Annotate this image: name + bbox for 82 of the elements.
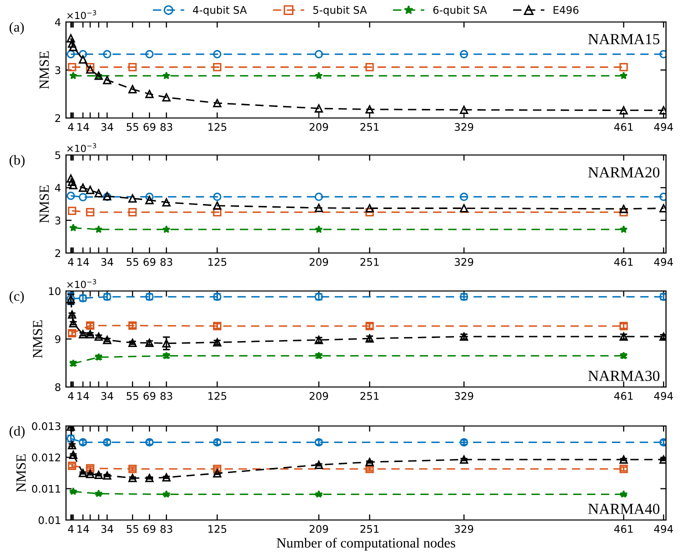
x-tick-label: 83 <box>160 123 172 131</box>
x-tick-label: 494 <box>654 258 673 266</box>
x-tick-label: 4 <box>68 258 74 266</box>
x-tick-label: 209 <box>310 258 328 266</box>
x-tick-label: 209 <box>310 525 328 533</box>
x-tick-label: 329 <box>454 525 474 533</box>
x-tick-label: 4 <box>68 525 74 533</box>
x-tick-label: 14 <box>77 258 89 266</box>
y-tick-label: 4 <box>55 18 61 26</box>
x-tick-label: 251 <box>360 392 379 400</box>
x-tick-label: 55 <box>126 258 138 266</box>
x-tick-label: 69 <box>144 123 156 131</box>
text: ×10$^{−3}$ <box>67 143 96 152</box>
x-axis-title: Number of computational nodes <box>276 538 456 550</box>
x-tick-label: 251 <box>360 123 379 131</box>
x-tick-label: 461 <box>614 392 633 400</box>
x-tick-label: 494 <box>654 123 673 131</box>
legend-label: E496 <box>554 6 578 14</box>
x-tick-label: 55 <box>126 123 138 131</box>
x-tick-label: 34 <box>101 525 114 533</box>
annotation: NARMA15 <box>588 34 660 44</box>
y-tick-label: 9 <box>55 335 60 344</box>
x-tick-label: 69 <box>144 392 156 400</box>
y-tick-label: 3 <box>55 216 60 224</box>
y-tick-label: 0.011 <box>32 484 60 493</box>
x-tick-label: 83 <box>160 392 172 400</box>
legend-label: 5-qubit SA <box>313 6 367 16</box>
y-tick-label: 5 <box>55 151 60 160</box>
x-tick-label: 461 <box>614 258 633 266</box>
x-tick-label: 34 <box>101 123 114 131</box>
y-axis-title: NMSE <box>40 185 49 223</box>
y-tick-label: 4 <box>55 184 61 192</box>
y-tick-label: 2 <box>55 114 60 122</box>
x-tick-label: 4 <box>68 123 74 131</box>
y-tick-label: 10 <box>49 287 60 296</box>
x-tick-label: 69 <box>144 258 156 266</box>
text: (a) <box>10 22 24 35</box>
x-tick-label: 125 <box>208 525 226 533</box>
x-tick-label: 69 <box>144 525 156 533</box>
y-tick-label: 3 <box>55 66 60 74</box>
annotation: NARMA30 <box>588 370 660 382</box>
text: (b) <box>10 155 25 168</box>
text: (c) <box>10 291 24 304</box>
y-axis-title: NMSE <box>40 51 49 89</box>
text: ×10$^{−3}$ <box>67 279 96 288</box>
y-tick-label: 2 <box>55 249 60 257</box>
x-tick-label: 251 <box>360 258 379 266</box>
x-tick-label: 329 <box>454 392 474 400</box>
legend-label: 6-qubit SA <box>433 6 487 16</box>
y-axis-title: NMSE <box>16 454 26 492</box>
text: ×10$^{−3}$ <box>67 10 96 20</box>
x-tick-label: 14 <box>77 392 89 400</box>
x-tick-label: 329 <box>454 123 474 131</box>
text: (d) <box>10 426 25 439</box>
x-tick-label: 34 <box>101 258 114 266</box>
annotation: NARMA20 <box>588 167 660 178</box>
y-tick-label: 0.01 <box>38 516 60 524</box>
x-tick-label: 251 <box>360 525 379 533</box>
x-tick-label: 14 <box>77 525 89 533</box>
y-tick-label: 0.012 <box>32 454 60 462</box>
x-tick-label: 55 <box>126 525 138 533</box>
x-tick-label: 461 <box>614 525 633 533</box>
x-tick-label: 83 <box>160 525 172 533</box>
x-tick-label: 329 <box>454 258 474 266</box>
x-tick-label: 4 <box>68 392 74 400</box>
x-tick-label: 83 <box>160 258 172 266</box>
x-tick-label: 125 <box>208 258 226 266</box>
x-tick-label: 461 <box>614 123 633 131</box>
x-tick-label: 125 <box>208 123 226 131</box>
y-tick-label: 0.013 <box>32 422 60 430</box>
annotation: NARMA40 <box>588 504 660 514</box>
x-tick-label: 55 <box>126 392 138 400</box>
x-tick-label: 209 <box>310 392 328 400</box>
legend-label: 4-qubit SA <box>192 6 247 16</box>
x-tick-label: 209 <box>310 123 328 131</box>
x-tick-label: 494 <box>654 392 673 400</box>
x-tick-label: 14 <box>77 123 89 131</box>
y-tick-label: 8 <box>55 383 60 392</box>
x-tick-label: 494 <box>654 525 673 533</box>
y-axis-title: NMSE <box>32 320 42 358</box>
x-tick-label: 125 <box>208 392 226 400</box>
x-tick-label: 34 <box>101 392 114 400</box>
